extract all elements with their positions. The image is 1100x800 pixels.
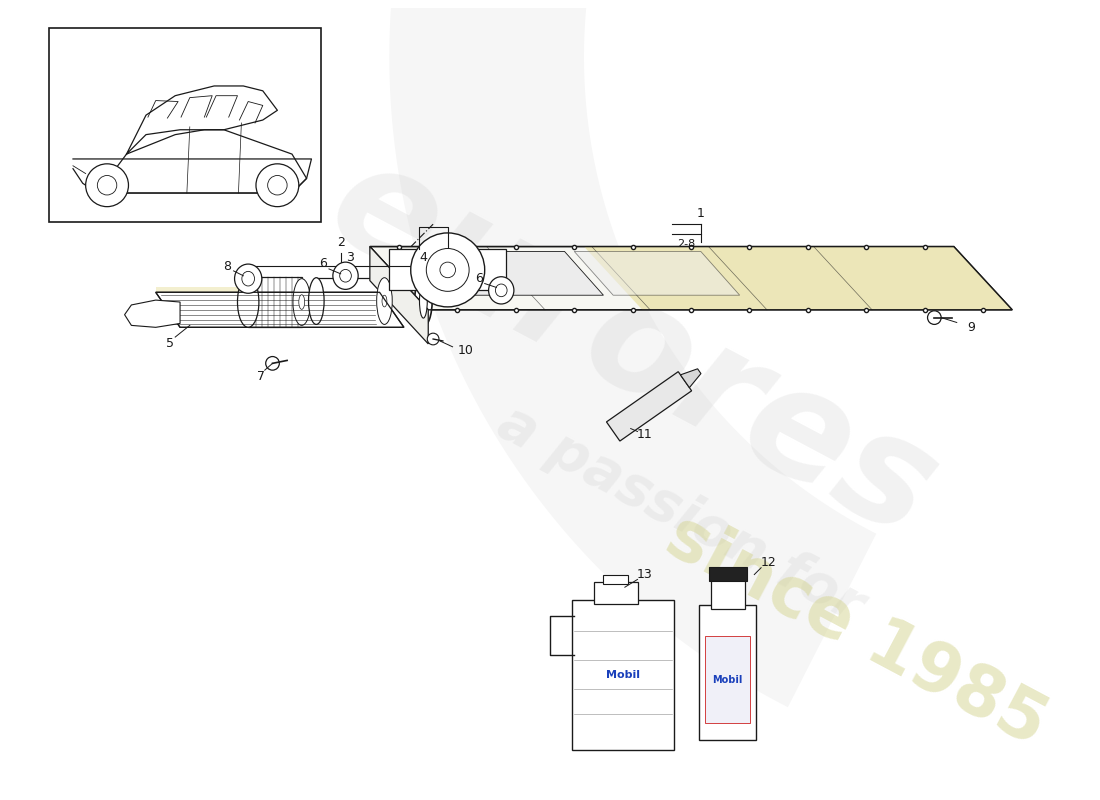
Text: 13: 13 bbox=[637, 568, 652, 581]
Circle shape bbox=[267, 175, 287, 195]
FancyBboxPatch shape bbox=[572, 600, 673, 750]
Ellipse shape bbox=[308, 278, 324, 325]
Circle shape bbox=[266, 357, 279, 370]
Text: 10: 10 bbox=[458, 344, 473, 357]
Ellipse shape bbox=[419, 284, 427, 318]
Polygon shape bbox=[681, 369, 701, 388]
Text: 4: 4 bbox=[419, 251, 427, 264]
Ellipse shape bbox=[376, 278, 393, 325]
FancyBboxPatch shape bbox=[317, 278, 384, 325]
Ellipse shape bbox=[340, 270, 351, 282]
Polygon shape bbox=[389, 0, 1035, 707]
FancyBboxPatch shape bbox=[698, 605, 756, 740]
Ellipse shape bbox=[299, 294, 305, 310]
Text: a passion for: a passion for bbox=[490, 395, 873, 634]
Text: 7: 7 bbox=[256, 370, 265, 382]
Circle shape bbox=[97, 175, 117, 195]
FancyBboxPatch shape bbox=[705, 636, 750, 723]
Text: since 1985: since 1985 bbox=[654, 502, 1058, 759]
Polygon shape bbox=[409, 251, 604, 295]
Polygon shape bbox=[124, 300, 180, 327]
Polygon shape bbox=[73, 159, 311, 193]
Polygon shape bbox=[97, 130, 307, 193]
Text: 6: 6 bbox=[319, 257, 327, 270]
Text: eurores: eurores bbox=[305, 127, 960, 570]
FancyBboxPatch shape bbox=[594, 582, 638, 604]
Circle shape bbox=[256, 164, 299, 206]
FancyBboxPatch shape bbox=[711, 579, 745, 609]
Ellipse shape bbox=[415, 276, 432, 326]
Text: 1: 1 bbox=[696, 207, 705, 220]
Ellipse shape bbox=[293, 278, 310, 326]
Circle shape bbox=[427, 249, 469, 291]
FancyBboxPatch shape bbox=[249, 277, 301, 327]
Polygon shape bbox=[606, 372, 692, 441]
Polygon shape bbox=[156, 287, 380, 292]
Polygon shape bbox=[389, 250, 506, 290]
Circle shape bbox=[86, 164, 129, 206]
Ellipse shape bbox=[238, 277, 258, 327]
FancyBboxPatch shape bbox=[604, 574, 628, 584]
Polygon shape bbox=[584, 246, 1012, 310]
Text: 9: 9 bbox=[967, 321, 976, 334]
Ellipse shape bbox=[382, 295, 387, 307]
Polygon shape bbox=[156, 292, 404, 327]
Text: 6: 6 bbox=[475, 272, 483, 285]
Text: 2-8: 2-8 bbox=[676, 238, 695, 249]
Text: 2: 2 bbox=[337, 237, 344, 250]
Polygon shape bbox=[574, 251, 739, 295]
Text: 3: 3 bbox=[346, 251, 354, 264]
Ellipse shape bbox=[234, 264, 262, 294]
Polygon shape bbox=[370, 246, 1012, 310]
Ellipse shape bbox=[495, 284, 507, 297]
Text: 5: 5 bbox=[166, 338, 174, 350]
Circle shape bbox=[440, 262, 455, 278]
Text: Mobil: Mobil bbox=[606, 670, 640, 680]
FancyBboxPatch shape bbox=[708, 566, 747, 582]
Ellipse shape bbox=[242, 271, 254, 286]
Circle shape bbox=[427, 333, 439, 345]
Polygon shape bbox=[126, 86, 277, 154]
Circle shape bbox=[927, 310, 942, 325]
Text: 11: 11 bbox=[637, 428, 652, 441]
FancyBboxPatch shape bbox=[48, 27, 321, 222]
Circle shape bbox=[410, 233, 485, 307]
Text: 8: 8 bbox=[223, 259, 231, 273]
Ellipse shape bbox=[333, 262, 359, 290]
Text: Mobil: Mobil bbox=[713, 674, 743, 685]
Polygon shape bbox=[370, 246, 428, 344]
Text: 12: 12 bbox=[761, 556, 777, 570]
Ellipse shape bbox=[488, 277, 514, 304]
